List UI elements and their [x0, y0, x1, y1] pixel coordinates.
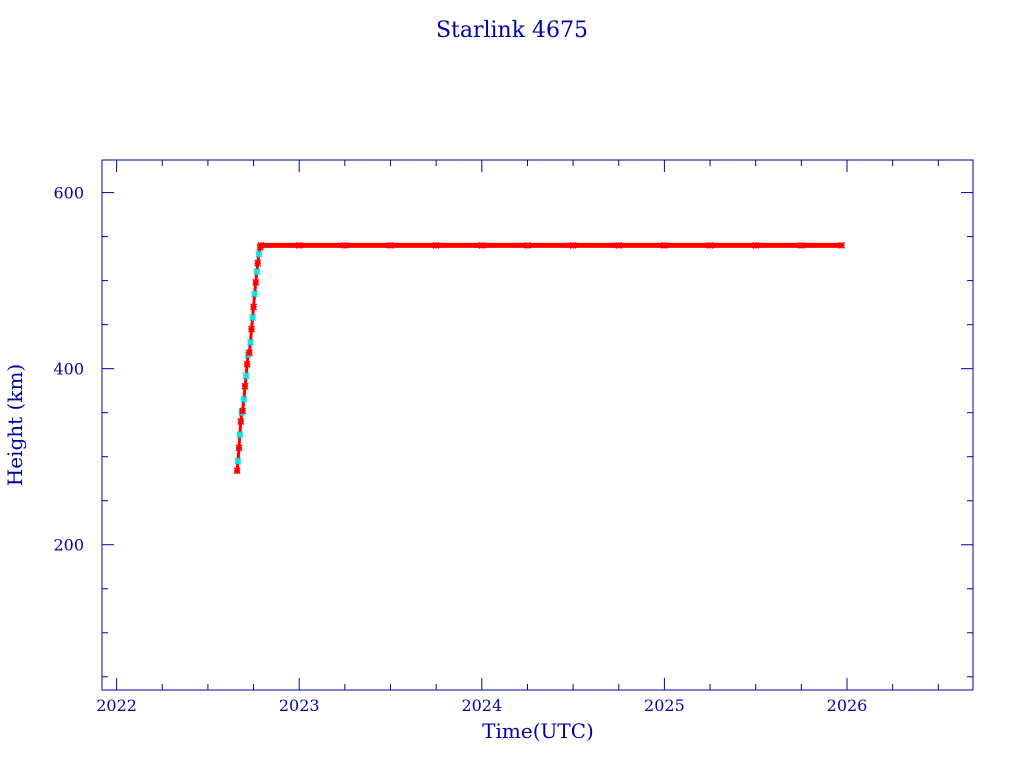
data-point	[246, 338, 254, 346]
data-point	[235, 444, 243, 452]
y-tick-label: 400	[53, 360, 84, 379]
x-tick-label: 2025	[644, 696, 685, 715]
x-tick-label: 2026	[827, 696, 868, 715]
data-point	[569, 241, 577, 249]
data-point	[234, 457, 242, 465]
x-tick-label: 2022	[96, 696, 137, 715]
data-point	[837, 241, 846, 249]
data-point	[249, 314, 257, 322]
data-point	[248, 325, 256, 333]
data-point	[295, 241, 303, 249]
data-point	[432, 241, 440, 249]
data-point	[250, 303, 258, 311]
y-tick-label: 200	[53, 536, 84, 555]
data-point	[706, 241, 714, 249]
data-point	[251, 290, 259, 298]
data-point	[257, 241, 265, 249]
data-point	[386, 241, 395, 249]
data-points	[233, 241, 846, 475]
plot-frame	[101, 159, 974, 691]
x-tick-label: 2023	[279, 696, 320, 715]
data-point	[255, 250, 263, 258]
data-point	[797, 241, 805, 249]
data-point	[240, 395, 248, 403]
data-point	[660, 241, 668, 249]
data-point	[243, 360, 251, 368]
data-point	[253, 268, 261, 276]
x-axis-label: Time(UTC)	[482, 719, 594, 743]
data-point	[239, 407, 247, 415]
data-point	[242, 372, 250, 380]
data-point	[615, 241, 623, 249]
data-point	[241, 382, 249, 390]
data-point	[252, 278, 260, 286]
chart-title: Starlink 4675	[436, 18, 588, 43]
data-point	[254, 259, 262, 267]
data-point	[237, 417, 245, 426]
data-point	[523, 241, 531, 249]
data-point	[752, 241, 760, 249]
data-point	[236, 431, 244, 439]
data-point	[245, 349, 253, 357]
x-tick-label: 2024	[461, 696, 502, 715]
data-point	[233, 467, 241, 475]
y-tick-label: 600	[53, 184, 84, 203]
data-point	[478, 241, 486, 249]
data-point	[341, 241, 349, 249]
y-axis-label: Height (km)	[3, 364, 27, 486]
axis-ticks: 2022 2023 2024 2025 2026 200 400 600	[53, 160, 973, 715]
